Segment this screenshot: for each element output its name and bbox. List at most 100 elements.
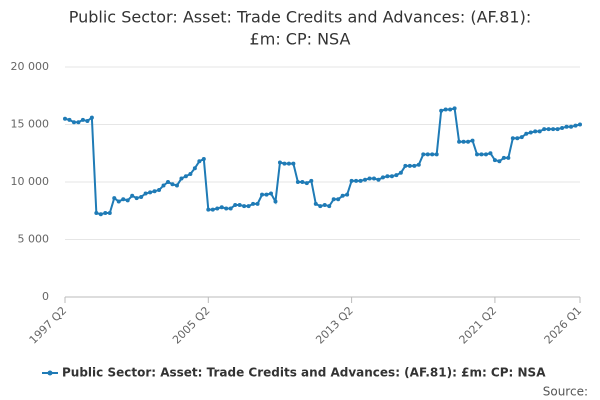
point <box>233 203 238 207</box>
point <box>421 152 426 157</box>
x-tick-label: 2013 Q2 <box>313 304 356 347</box>
point <box>121 197 126 202</box>
point <box>237 203 242 207</box>
point <box>354 178 359 183</box>
point <box>112 196 117 201</box>
point <box>349 178 354 183</box>
point <box>407 163 412 168</box>
point <box>246 204 251 209</box>
point <box>224 206 229 211</box>
point <box>519 135 524 140</box>
point <box>340 193 345 198</box>
point <box>506 155 511 160</box>
point <box>448 107 453 112</box>
point <box>94 211 99 216</box>
point <box>313 201 318 206</box>
point <box>269 191 273 196</box>
point <box>201 157 206 161</box>
point <box>89 115 94 120</box>
y-tick-label: 10 000 <box>11 175 50 188</box>
point <box>251 201 256 206</box>
point <box>555 127 560 132</box>
point <box>457 139 462 144</box>
point <box>130 193 135 198</box>
point <box>336 197 341 202</box>
point <box>188 171 193 176</box>
point <box>255 201 260 206</box>
point <box>385 174 390 179</box>
point <box>85 119 90 124</box>
point <box>452 106 457 111</box>
point <box>260 192 265 197</box>
point <box>461 139 466 144</box>
point <box>210 207 215 212</box>
point <box>542 127 547 132</box>
point <box>286 161 291 166</box>
point <box>434 152 439 157</box>
point <box>560 125 565 130</box>
point <box>569 124 574 129</box>
point <box>228 206 233 211</box>
point <box>515 136 520 141</box>
y-tick-label: 0 <box>42 290 49 303</box>
point <box>107 211 112 216</box>
point <box>192 166 197 171</box>
point <box>277 160 282 165</box>
point <box>215 206 220 211</box>
point <box>389 174 394 179</box>
point <box>103 211 108 216</box>
point <box>483 152 488 157</box>
point <box>242 204 247 209</box>
point <box>345 192 350 197</box>
point <box>327 204 332 209</box>
point <box>273 199 278 204</box>
point <box>416 162 421 167</box>
point <box>166 180 170 184</box>
point <box>380 175 385 180</box>
point <box>564 124 569 129</box>
point <box>551 127 556 132</box>
y-tick-label: 20 000 <box>11 60 50 73</box>
point <box>264 192 269 197</box>
y-tick-label: 5 000 <box>18 233 50 246</box>
x-tick-label: 2021 Q2 <box>457 304 500 347</box>
point <box>403 163 408 168</box>
point <box>170 182 175 187</box>
point <box>372 176 376 181</box>
point <box>125 198 130 203</box>
point <box>394 173 399 178</box>
point <box>282 161 287 166</box>
point <box>291 161 296 166</box>
point <box>479 152 484 157</box>
point <box>148 190 153 195</box>
point <box>510 136 515 141</box>
point <box>309 178 314 183</box>
point <box>318 204 323 209</box>
point <box>300 180 305 184</box>
point <box>98 212 103 217</box>
point <box>304 181 309 186</box>
point <box>430 152 435 157</box>
chart-title: Public Sector: Asset: Trade Credits and … <box>69 8 531 27</box>
point <box>197 159 202 164</box>
point <box>63 116 67 121</box>
point <box>76 120 81 125</box>
point <box>475 152 479 157</box>
point <box>183 174 188 179</box>
point <box>578 122 582 127</box>
point <box>206 207 211 212</box>
x-tick-label: 1997 Q2 <box>27 304 70 347</box>
point <box>143 191 148 196</box>
point <box>492 158 497 163</box>
point <box>157 188 162 193</box>
point <box>219 205 224 210</box>
point <box>179 176 184 181</box>
point <box>139 194 144 199</box>
point <box>174 183 179 188</box>
point <box>358 178 363 183</box>
point <box>134 196 139 201</box>
point <box>80 117 85 122</box>
point <box>470 138 475 143</box>
point <box>533 129 538 134</box>
point <box>443 107 448 112</box>
